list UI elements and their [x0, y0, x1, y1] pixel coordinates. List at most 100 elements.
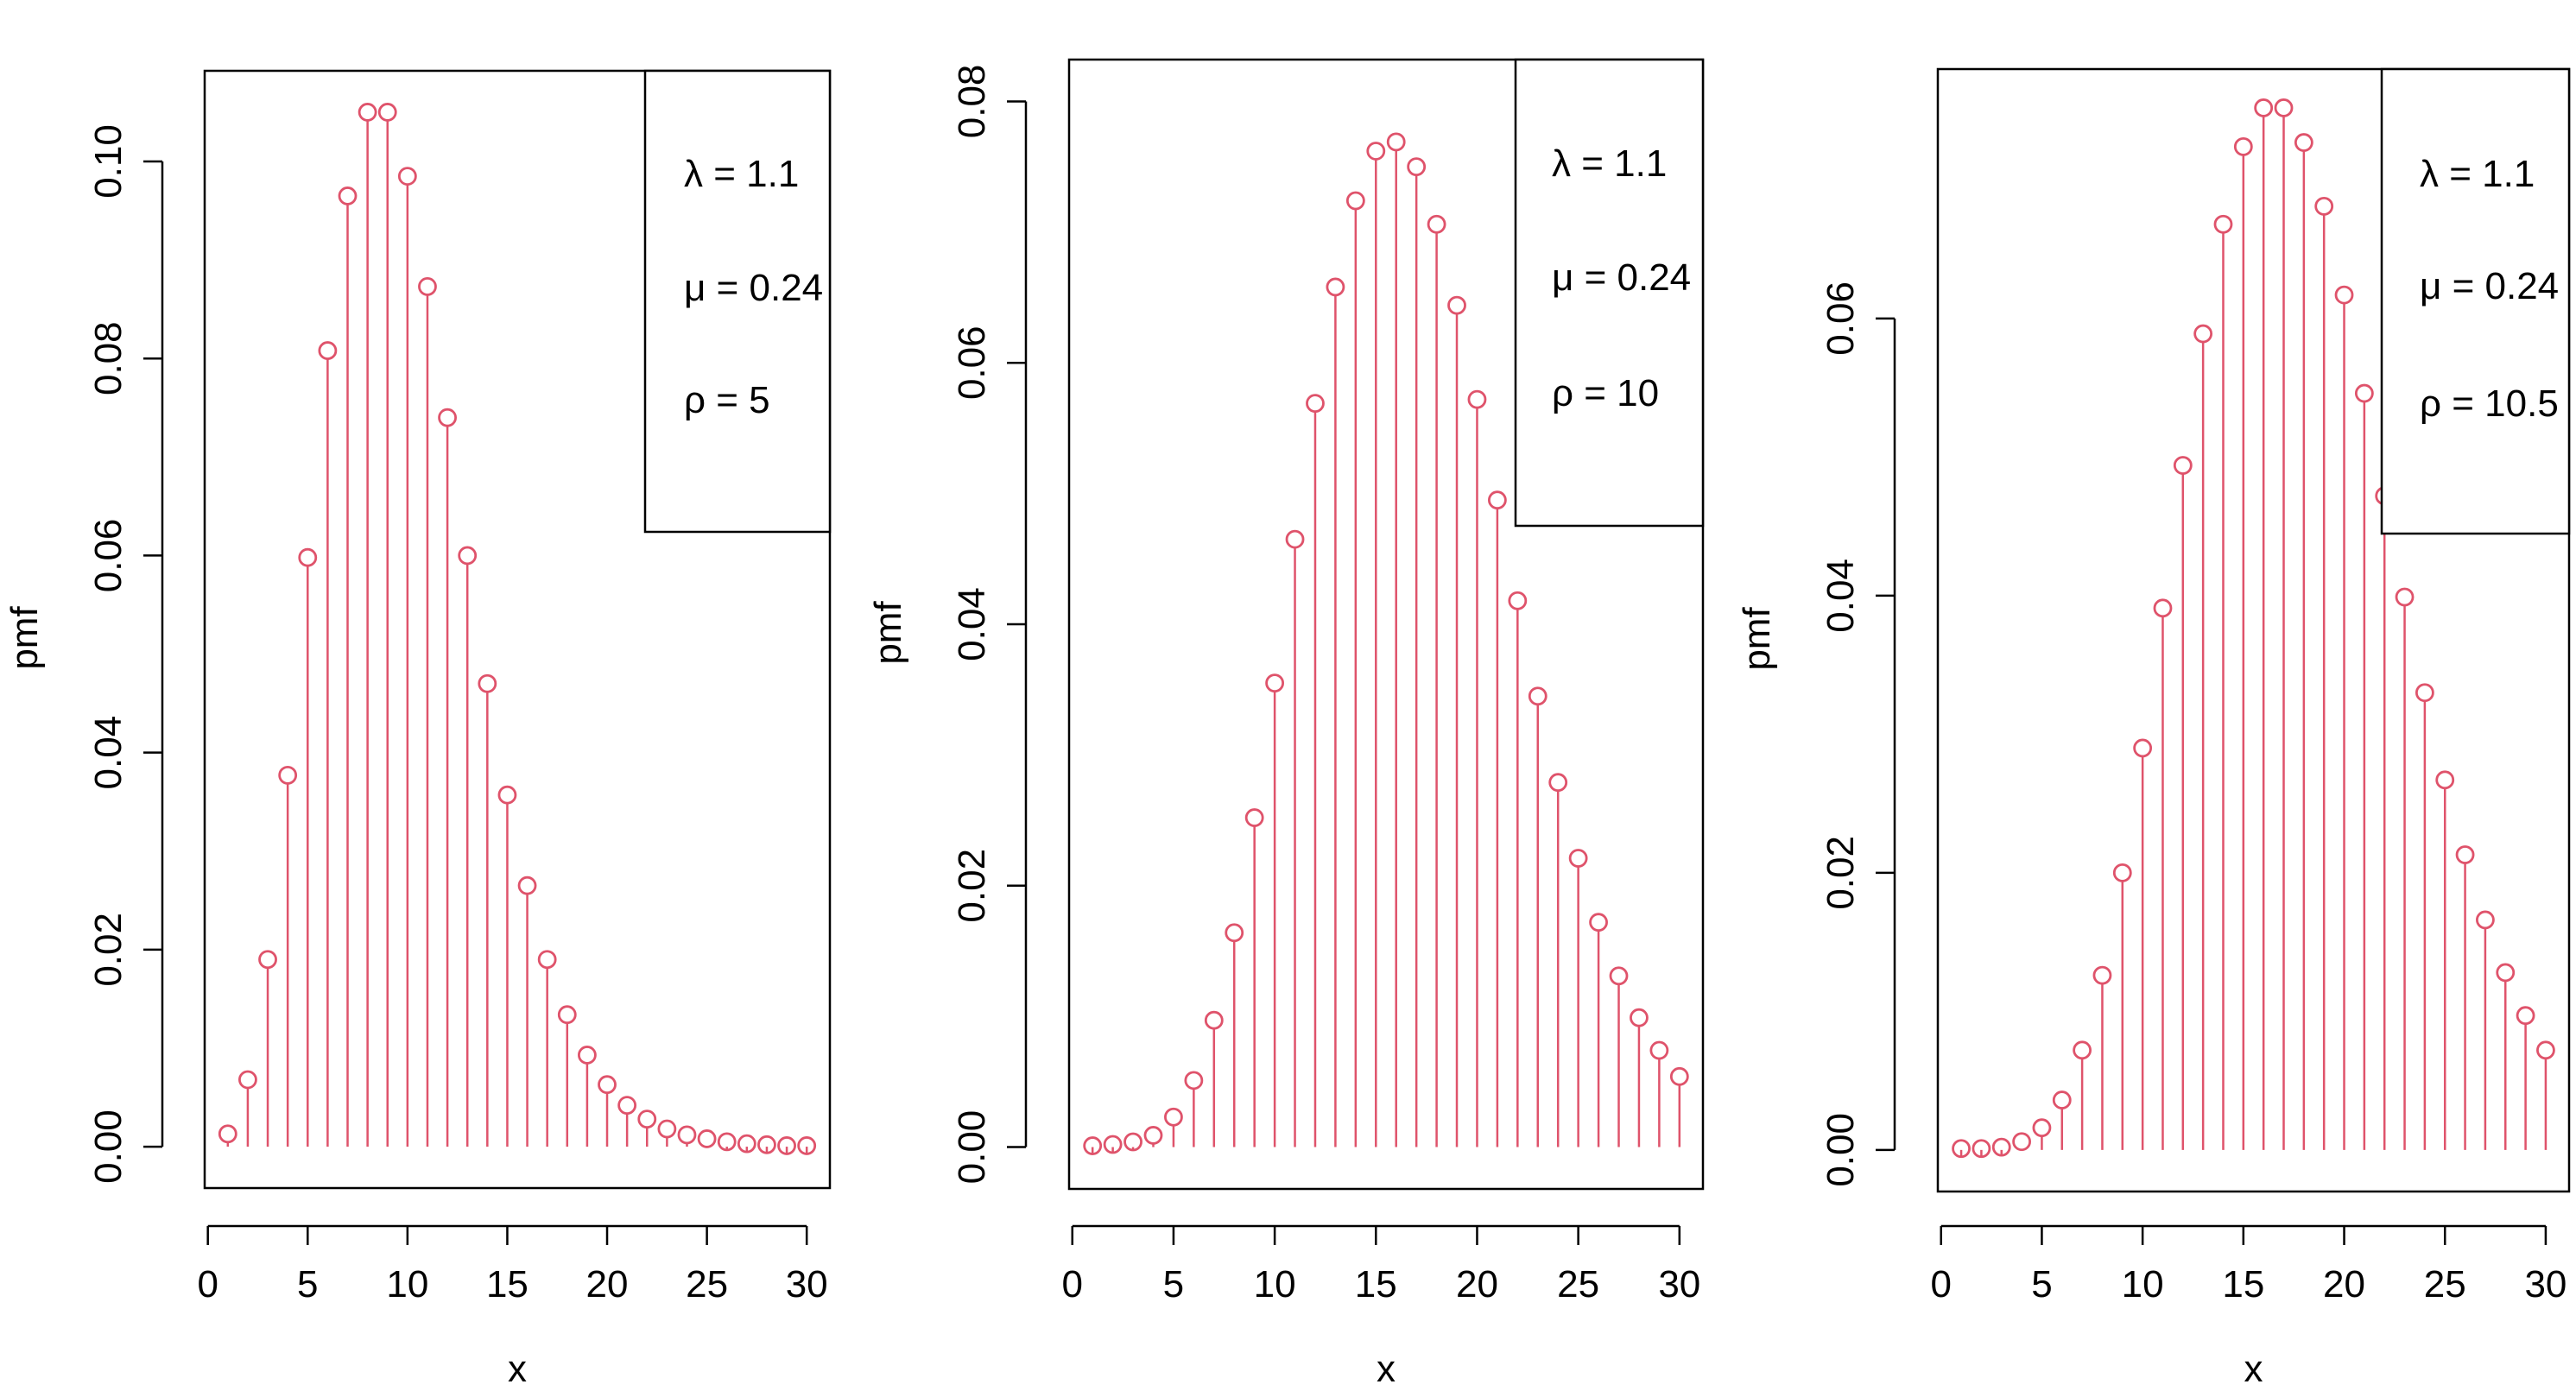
- point-x20: [598, 1075, 617, 1095]
- point-x8: [1225, 923, 1244, 943]
- y-tick-label: 0.10: [87, 124, 130, 199]
- point-x9: [377, 103, 397, 122]
- point-x14: [1345, 191, 1365, 211]
- point-x4: [1143, 1126, 1163, 1145]
- point-x22: [1508, 591, 1528, 610]
- point-x4: [278, 765, 298, 785]
- point-x23: [2395, 587, 2415, 607]
- x-tick-label: 25: [686, 1263, 728, 1305]
- y-axis: 0.00 0.02 0.04 0.06 0.08 0.10: [87, 124, 164, 1184]
- point-x8: [358, 103, 377, 122]
- point-x26: [717, 1132, 737, 1152]
- point-x1: [218, 1124, 237, 1144]
- point-x16: [2254, 98, 2274, 117]
- point-x23: [657, 1119, 677, 1139]
- legend-entry-2: μ = 0.24: [1552, 256, 1691, 299]
- point-x12: [1306, 394, 1325, 414]
- point-x18: [1427, 214, 1446, 234]
- point-x7: [338, 186, 358, 205]
- legend-entry-2: μ = 0.24: [684, 267, 823, 309]
- panel-1: λ = 1.1μ = 0.24ρ = 50 5 10 15 20 25 30x0.000.0…: [3, 69, 832, 1390]
- point-x14: [2213, 214, 2233, 234]
- x-axis-label: x: [2244, 1348, 2263, 1390]
- point-x5: [298, 547, 318, 567]
- point-x27: [737, 1134, 756, 1154]
- y-axis-label: pmf: [1736, 607, 1778, 671]
- y-tick-label: 0.08: [87, 321, 130, 395]
- y-tick-label: 0.02: [87, 913, 130, 987]
- y-tick-label: 0.04: [1820, 559, 1862, 633]
- point-x6: [1184, 1071, 1204, 1090]
- point-x29: [2516, 1006, 2535, 1026]
- point-x25: [2435, 770, 2455, 790]
- point-x20: [2334, 285, 2354, 305]
- legend-entry-2: μ = 0.24: [2420, 265, 2559, 307]
- point-x3: [258, 950, 277, 970]
- y-tick-label: 0.04: [87, 716, 130, 790]
- x-tick-label: 5: [2031, 1263, 2052, 1305]
- point-x7: [1204, 1010, 1224, 1030]
- point-x26: [1589, 913, 1608, 932]
- point-x5: [2032, 1118, 2052, 1138]
- y-tick-label: 0.04: [951, 587, 993, 661]
- point-x2: [1972, 1139, 1991, 1159]
- x-tick-label: 10: [386, 1263, 428, 1305]
- y-axis: 0.00 0.02 0.04 0.06 0.08: [951, 65, 1028, 1185]
- point-x21: [617, 1096, 637, 1116]
- point-x11: [418, 276, 437, 296]
- y-axis: 0.00 0.02 0.04 0.06: [1820, 281, 1896, 1187]
- y-tick-label: 0.08: [951, 65, 993, 139]
- point-x12: [438, 408, 457, 427]
- point-x11: [2153, 598, 2173, 618]
- legend-entry-1: λ = 1.1: [2420, 153, 2535, 195]
- point-x26: [2455, 845, 2475, 864]
- point-x27: [2476, 910, 2495, 930]
- x-axis: 0 5 10 15 20 25 30: [197, 1224, 828, 1305]
- point-x2: [1103, 1135, 1123, 1154]
- point-x19: [1447, 295, 1466, 315]
- x-tick-label: 5: [1163, 1263, 1184, 1305]
- x-tick-label: 0: [197, 1263, 218, 1305]
- point-x3: [1991, 1137, 2011, 1157]
- point-x10: [397, 167, 417, 186]
- point-x27: [1609, 966, 1629, 986]
- point-x16: [1386, 132, 1406, 152]
- point-x21: [1487, 490, 1507, 510]
- legend-entry-3: ρ = 10.5: [2420, 382, 2559, 425]
- y-tick-label: 0.00: [87, 1109, 130, 1184]
- point-x9: [1244, 808, 1264, 827]
- y-tick-label: 0.00: [1820, 1113, 1862, 1187]
- x-tick-label: 25: [1557, 1263, 1599, 1305]
- point-x6: [318, 341, 338, 360]
- x-tick-label: 30: [786, 1263, 828, 1305]
- point-x1: [1952, 1139, 1971, 1159]
- y-tick-label: 0.02: [1820, 836, 1862, 910]
- y-tick-label: 0.00: [951, 1110, 993, 1185]
- point-x24: [2415, 683, 2434, 703]
- point-x7: [2073, 1040, 2092, 1060]
- point-x17: [2274, 98, 2294, 117]
- x-axis: 0 5 10 15 20 25 30: [1062, 1224, 1700, 1305]
- point-x18: [2294, 133, 2313, 152]
- point-x10: [1265, 673, 1285, 693]
- legend-box: [1514, 58, 1705, 528]
- point-x17: [537, 950, 557, 970]
- plot-frame: [1936, 67, 2571, 1193]
- point-x13: [458, 546, 478, 566]
- x-tick-label: 0: [1062, 1263, 1083, 1305]
- point-x15: [2233, 136, 2253, 156]
- point-x9: [2112, 863, 2132, 882]
- point-x25: [1568, 849, 1588, 868]
- point-x19: [578, 1046, 597, 1065]
- point-x15: [1366, 142, 1386, 161]
- legend-entry-3: ρ = 5: [684, 379, 770, 421]
- x-tick-label: 15: [2222, 1263, 2264, 1305]
- y-tick-label: 0.02: [951, 849, 993, 923]
- legend-entry-1: λ = 1.1: [1552, 142, 1667, 185]
- point-x2: [238, 1070, 257, 1090]
- x-tick-label: 30: [2524, 1263, 2567, 1305]
- point-x12: [2173, 456, 2193, 475]
- point-x29: [777, 1136, 796, 1155]
- point-x3: [1123, 1132, 1142, 1152]
